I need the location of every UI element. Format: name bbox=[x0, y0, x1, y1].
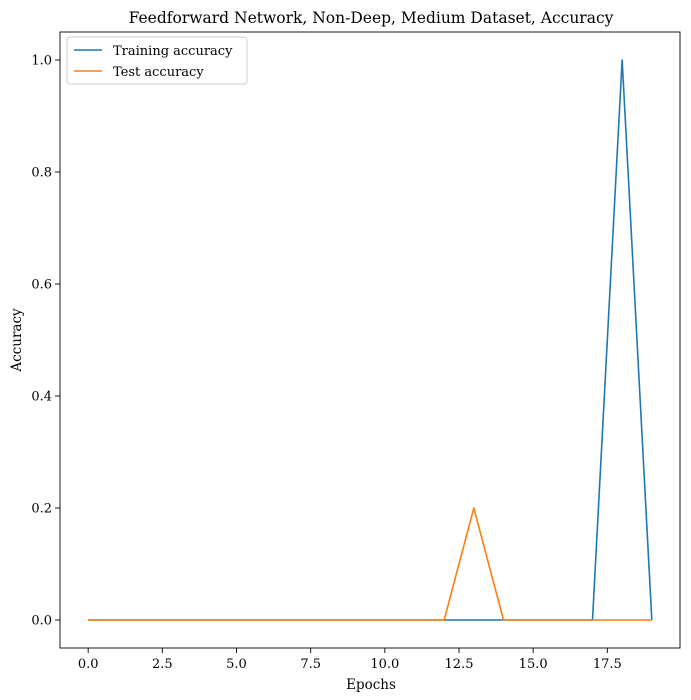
x-tick-label: 15.0 bbox=[519, 657, 548, 672]
y-axis-ticks: 0.0 0.2 0.4 0.6 0.8 1.0 bbox=[31, 54, 60, 629]
series-line-training-accuracy bbox=[88, 59, 653, 621]
y-tick-label: 0.0 bbox=[31, 614, 52, 629]
y-tick-label: 0.8 bbox=[31, 166, 52, 181]
x-tick-label: 0.0 bbox=[78, 657, 99, 672]
y-tick-label: 1.0 bbox=[31, 54, 52, 69]
x-tick-label: 5.0 bbox=[226, 657, 247, 672]
chart-title: Feedforward Network, Non-Deep, Medium Da… bbox=[129, 9, 614, 27]
y-tick-label: 0.6 bbox=[31, 278, 52, 293]
x-axis-ticks: 0.0 2.5 5.0 7.5 10.0 12.5 15.0 17.5 bbox=[78, 648, 622, 672]
series-line-test-accuracy bbox=[88, 507, 652, 621]
x-tick-label: 12.5 bbox=[445, 657, 474, 672]
plot-frame bbox=[59, 31, 681, 649]
y-tick-label: 0.4 bbox=[31, 390, 52, 405]
y-axis-label: Accuracy bbox=[9, 308, 25, 373]
x-tick-label: 10.0 bbox=[370, 657, 399, 672]
plot-area: 0.0 2.5 5.0 7.5 10.0 12.5 15.0 17.5 0.00.20.40.… bbox=[31, 31, 681, 672]
series-layer bbox=[88, 59, 653, 621]
legend-label-training: Training accuracy bbox=[113, 44, 233, 59]
legend-label-test: Test accuracy bbox=[113, 65, 204, 80]
legend-box bbox=[66, 36, 248, 85]
x-tick-label: 2.5 bbox=[152, 657, 173, 672]
x-tick-label: 7.5 bbox=[300, 657, 321, 672]
legend: Training accuracy Test accuracy bbox=[66, 36, 248, 85]
y-tick-label: 0.2 bbox=[31, 502, 52, 517]
x-tick-label: 17.5 bbox=[593, 657, 622, 672]
x-axis-label: Epochs bbox=[346, 677, 396, 693]
